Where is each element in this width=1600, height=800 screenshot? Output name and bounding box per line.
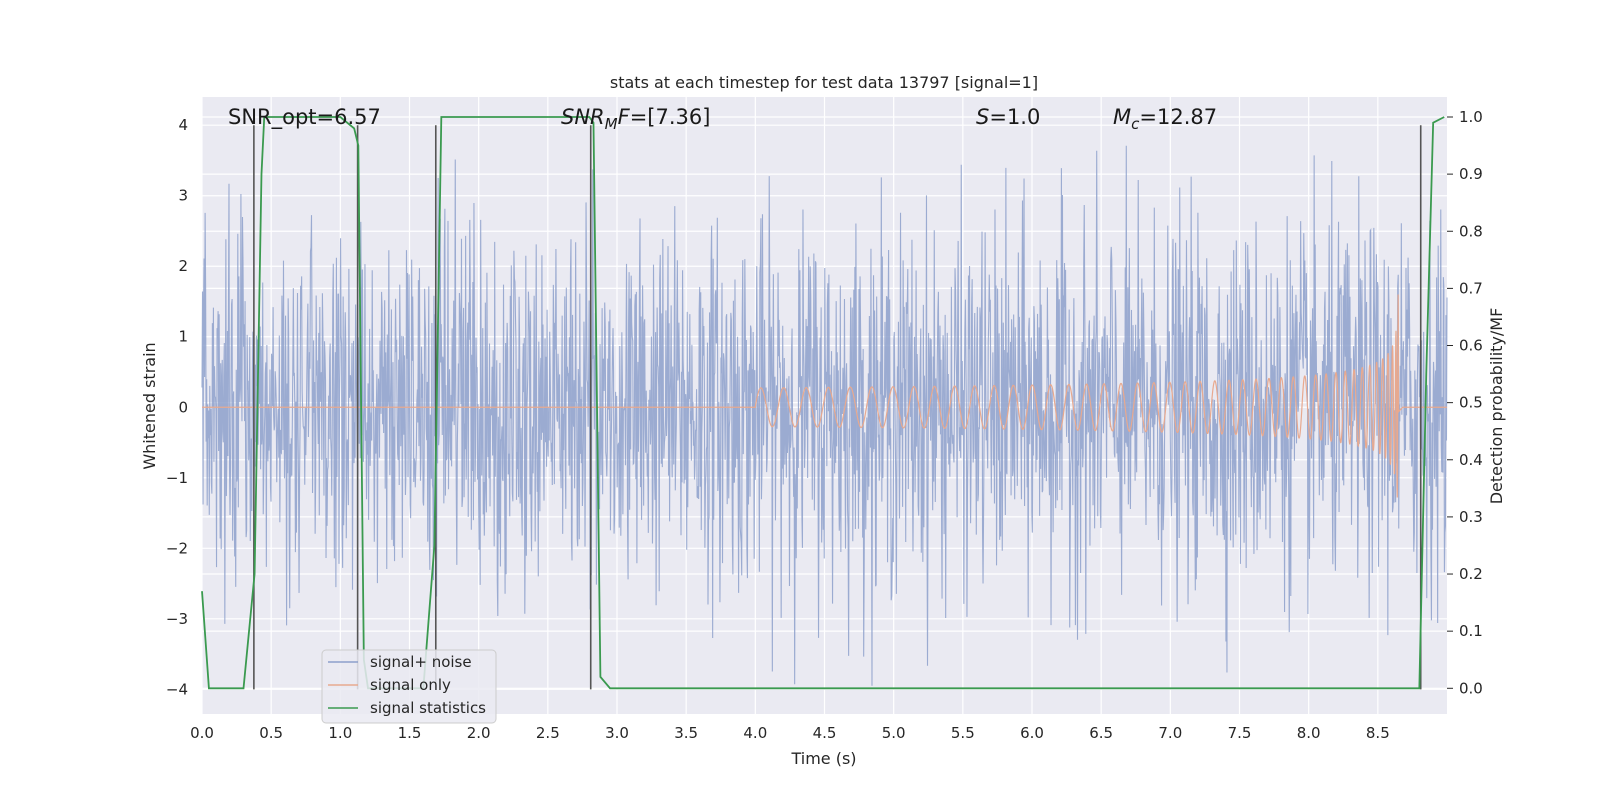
snr-mf-value: =[7.36] — [630, 105, 711, 129]
x-tick-label: 6.5 — [1089, 724, 1113, 742]
y-tick-label: −4 — [166, 680, 188, 698]
legend-box — [321, 649, 497, 724]
legend-label-stats: signal statistics — [370, 699, 486, 717]
annotation-mc: Mc=12.87 — [1113, 105, 1217, 133]
y-tick-label: −3 — [166, 610, 188, 628]
legend-label-signal: signal only — [370, 676, 451, 694]
y2-tick-label: 0.6 — [1459, 337, 1483, 355]
legend-label-noise: signal+ noise — [370, 653, 472, 671]
x-tick-label: 7.0 — [1158, 724, 1182, 742]
chart-title: stats at each timestep for test data 137… — [610, 73, 1038, 92]
x-tick-label: 8.0 — [1297, 724, 1321, 742]
x-tick-label: 4.0 — [743, 724, 767, 742]
y2-tick-label: 0.1 — [1459, 622, 1483, 640]
y2-tick-label: 0.2 — [1459, 565, 1483, 583]
y-tick-label: 1 — [178, 328, 188, 346]
x-tick-label: 8.5 — [1366, 724, 1390, 742]
x-axis-ticks: 0.0 0.5 1.0 1.5 2.0 2.5 3.0 3.5 4.0 4.5 5.0 5.5 6.0 6… — [190, 724, 1390, 742]
x-tick-label: 3.5 — [674, 724, 698, 742]
x-tick-label: 1.5 — [398, 724, 422, 742]
s-base: S — [976, 105, 989, 129]
x-tick-label: 0.0 — [190, 724, 214, 742]
y-tick-label: 0 — [178, 398, 188, 416]
y2-tick-label: 0.0 — [1459, 679, 1483, 697]
y2-tick-label: 0.5 — [1459, 394, 1483, 412]
y-axis-label: Whitened strain — [140, 342, 159, 469]
x-tick-label: 5.0 — [882, 724, 906, 742]
y-tick-label: 4 — [178, 116, 188, 134]
x-tick-label: 3.0 — [605, 724, 629, 742]
snr-mf-sub: M — [605, 115, 618, 133]
annotation-snr-opt: SNR_opt=6.57 — [228, 105, 381, 130]
annotation-s: S=1.0 — [976, 105, 1040, 129]
y-tick-label: −2 — [166, 539, 188, 557]
y2-tick-label: 0.7 — [1459, 279, 1483, 297]
mc-value: =12.87 — [1139, 105, 1217, 129]
y-tick-label: 2 — [178, 257, 188, 275]
signal-only-series — [202, 294, 1447, 498]
x-tick-label: 5.5 — [951, 724, 975, 742]
x-tick-label: 7.5 — [1228, 724, 1252, 742]
y-axis-ticks: −4 −3 −2 −1 0 1 2 3 4 — [166, 116, 188, 698]
annotation-snr-mf: SNRMF=[7.36] — [561, 105, 710, 133]
mc-base: M — [1113, 105, 1131, 129]
snr-mf-f: F — [618, 105, 631, 129]
x-tick-label: 4.5 — [813, 724, 837, 742]
y2-tick-label: 0.3 — [1459, 508, 1483, 526]
mc-sub: c — [1131, 115, 1140, 133]
x-tick-label: 0.5 — [259, 724, 283, 742]
x-tick-label: 6.0 — [1020, 724, 1044, 742]
x-tick-label: 2.5 — [536, 724, 560, 742]
y2-tick-label: 1.0 — [1459, 108, 1483, 126]
snr-mf-base: SNR — [561, 105, 605, 129]
y2-tick-label: 0.9 — [1459, 165, 1483, 183]
y2-axis-ticks: 0.0 0.1 0.2 0.3 0.4 0.5 0.6 0.7 0.8 0.9 1.0 — [1447, 108, 1483, 697]
y2-tick-label: 0.4 — [1459, 451, 1483, 469]
y2-axis-label: Detection probability/MF — [1487, 308, 1506, 505]
y-tick-label: 3 — [178, 187, 188, 205]
signal-line — [202, 294, 1447, 498]
x-tick-label: 2.0 — [467, 724, 491, 742]
legend: signal+ noise signal only signal statist… — [321, 649, 497, 724]
x-tick-label: 1.0 — [328, 724, 352, 742]
s-value: =1.0 — [989, 105, 1040, 129]
x-axis-label: Time (s) — [790, 749, 856, 768]
y-tick-label: −1 — [166, 469, 188, 487]
y2-tick-label: 0.8 — [1459, 222, 1483, 240]
